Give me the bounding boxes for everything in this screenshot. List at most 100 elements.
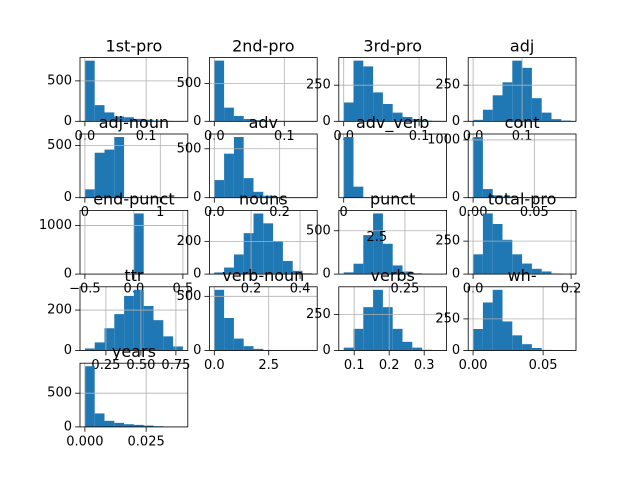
y-tick-label: 1000 xyxy=(427,132,460,147)
bar xyxy=(85,61,95,122)
bar xyxy=(383,307,393,350)
subplot-title: end-punct xyxy=(93,189,174,208)
bar xyxy=(483,110,493,122)
bar xyxy=(393,329,403,351)
bar xyxy=(512,335,522,350)
bar xyxy=(483,213,493,274)
x-tick-label: 0.2 xyxy=(379,358,400,373)
subplot-title: adj xyxy=(510,37,534,56)
y-tick-label: 500 xyxy=(177,289,202,304)
y-tick-label: 0 xyxy=(64,190,72,205)
y-tick-label: 0 xyxy=(193,114,201,129)
x-tick-label: 0 xyxy=(340,205,348,220)
bar xyxy=(473,329,483,350)
x-tick-label: 0.0 xyxy=(204,205,225,220)
bar xyxy=(95,413,105,426)
x-tick-label: 0.2 xyxy=(561,282,582,297)
x-tick-label: 0.1 xyxy=(344,358,365,373)
y-tick-label: 500 xyxy=(177,141,202,156)
subplot-title: 2nd-pro xyxy=(232,37,294,56)
y-tick-label: 0 xyxy=(323,114,331,129)
y-tick-label: 250 xyxy=(435,311,460,326)
y-tick-label: 250 xyxy=(435,78,460,93)
y-tick-label: 0 xyxy=(193,267,201,282)
bar xyxy=(373,290,383,351)
bar xyxy=(114,423,124,427)
bar xyxy=(493,95,503,121)
subplot-title: years xyxy=(112,342,156,361)
bar xyxy=(163,336,173,350)
subplot-title: 3rd-pro xyxy=(363,37,422,56)
bar xyxy=(473,137,483,198)
y-tick-label: 0 xyxy=(193,343,201,358)
subplot-title: wh- xyxy=(508,266,537,285)
subplot-title: ttr xyxy=(124,266,144,285)
y-tick-label: 0 xyxy=(323,267,331,282)
bar xyxy=(363,307,373,350)
subplot-title: 1st-pro xyxy=(106,37,163,56)
bar xyxy=(224,108,234,122)
y-tick-label: 250 xyxy=(306,307,331,322)
x-tick-label: 0.3 xyxy=(414,358,435,373)
x-tick-label: 0.000 xyxy=(66,434,103,449)
bar xyxy=(354,264,364,274)
subplot-title: verbs xyxy=(371,266,415,285)
bar xyxy=(105,421,115,427)
y-tick-label: 0 xyxy=(64,419,72,434)
bar xyxy=(214,180,224,198)
x-tick-label: 0.75 xyxy=(161,358,190,373)
subplot-title: adv xyxy=(249,113,278,132)
y-tick-label: 0 xyxy=(452,114,460,129)
bar xyxy=(522,344,532,350)
bar xyxy=(493,224,503,274)
y-tick-label: 500 xyxy=(47,386,72,401)
bar xyxy=(85,366,95,427)
y-tick-label: 500 xyxy=(47,138,72,153)
y-tick-label: 0 xyxy=(452,190,460,205)
bar xyxy=(214,61,224,122)
subplot-title: nouns xyxy=(239,189,288,208)
bar xyxy=(124,424,134,427)
bar xyxy=(503,321,513,350)
y-tick-label: 200 xyxy=(47,303,72,318)
bar xyxy=(344,137,354,198)
x-tick-label: 0.025 xyxy=(128,434,165,449)
bar xyxy=(483,302,493,350)
bar xyxy=(224,154,234,198)
bar xyxy=(344,348,354,351)
subplot-title: cont xyxy=(505,113,540,132)
annotation: 2.5 xyxy=(366,230,387,245)
bar xyxy=(244,346,254,350)
x-tick-label: 0.05 xyxy=(529,358,558,373)
y-tick-label: 0 xyxy=(193,190,201,205)
x-tick-label: 2.5 xyxy=(258,358,279,373)
y-tick-label: 500 xyxy=(177,76,202,91)
bar xyxy=(95,342,105,350)
bar xyxy=(473,254,483,274)
bar xyxy=(542,113,552,122)
bar xyxy=(214,290,224,351)
y-tick-label: 0 xyxy=(64,343,72,358)
bar xyxy=(344,103,354,122)
bar xyxy=(403,342,413,351)
subplot-title: verb-noun xyxy=(222,266,304,285)
bar xyxy=(412,348,422,351)
subplot-title: punct xyxy=(370,189,416,208)
y-tick-label: 0 xyxy=(452,343,460,358)
y-tick-label: 250 xyxy=(306,78,331,93)
y-tick-label: 200 xyxy=(177,234,202,249)
bar xyxy=(354,329,364,351)
y-tick-label: 0 xyxy=(64,267,72,282)
bar xyxy=(224,318,234,351)
y-tick-label: 500 xyxy=(47,73,72,88)
bar xyxy=(234,116,244,121)
x-tick-label: 0.00 xyxy=(459,358,488,373)
bar xyxy=(493,290,503,351)
y-tick-label: 500 xyxy=(306,223,331,238)
x-tick-label: 0.0 xyxy=(204,358,225,373)
bar xyxy=(234,339,244,351)
bar xyxy=(173,346,183,350)
y-tick-label: 0 xyxy=(64,114,72,129)
subplot-title: adj-noun xyxy=(99,113,169,132)
